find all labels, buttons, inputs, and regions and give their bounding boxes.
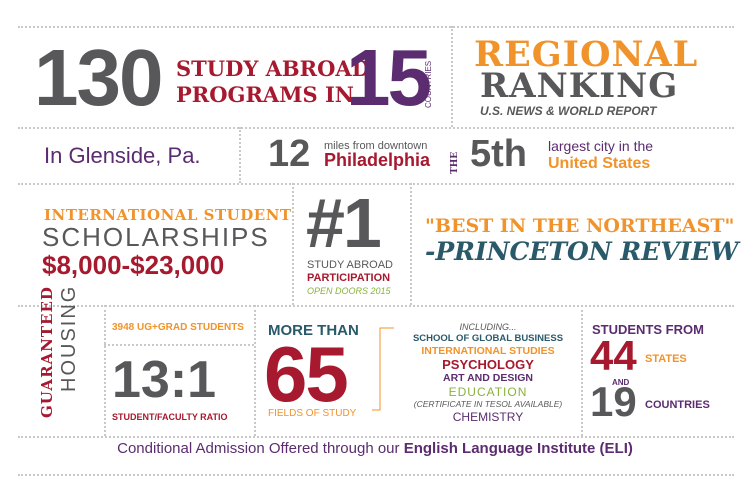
fields-list: INCLUDING... SCHOOL OF GLOBAL BUSINESS I… (398, 322, 578, 425)
scholar-line-1: INTERNATIONAL STUDENT (44, 206, 292, 224)
divider-bottom (18, 474, 734, 476)
students-count: 3948 UG+GRAD STUDENTS (112, 322, 244, 333)
footer-link-text: English Language Institute (ELI) (403, 440, 633, 457)
ranking-line-2: RANKING (480, 66, 679, 106)
scholar-amount: $8,000-$23,000 (42, 250, 225, 280)
fields-label: FIELDS OF STUDY (268, 408, 357, 419)
ranking-line-1: REGIONAL (474, 34, 699, 75)
divider-row4 (18, 436, 734, 438)
field-item: INTERNATIONAL STUDIES (421, 345, 555, 357)
location-text: In Glenside, Pa. (44, 143, 201, 168)
states-label: STATES (645, 353, 687, 365)
countries-count-2: 19 (590, 378, 637, 425)
participation-line-1: STUDY ABROAD (307, 259, 393, 271)
housing-line-1: GUARANTEED (38, 286, 56, 418)
bracket-connector (372, 327, 394, 411)
ranking-source: U.S. NEWS & WORLD REPORT (480, 104, 657, 118)
divider-v-row4a (104, 305, 106, 436)
divider-v-row3a (292, 183, 294, 305)
footer-line: Conditional Admission Offered through ou… (0, 440, 750, 457)
divider-top (18, 26, 734, 28)
city-name: Philadelphia (324, 150, 431, 170)
participation-line-2: PARTICIPATION (307, 272, 391, 284)
programs-label-2: PROGRAMS IN (176, 82, 354, 107)
participation-source: OPEN DOORS 2015 (307, 286, 391, 296)
country-name: United States (548, 155, 651, 172)
field-item: SCHOOL OF GLOBAL BUSINESS (412, 333, 564, 344)
divider-v-row1 (451, 26, 453, 127)
students-from-label: STUDENTS FROM (592, 322, 704, 337)
ratio-number: 13:1 (112, 351, 217, 409)
ratio-label: STUDENT/FACULTY RATIO (112, 412, 228, 422)
rank-number: 5th (470, 133, 527, 175)
miles-number: 12 (268, 133, 311, 175)
miles-text: miles from downtown (324, 140, 428, 152)
divider-v-row3b (410, 183, 412, 305)
housing-line-2: HOUSING (58, 284, 80, 392)
including-label: INCLUDING... (459, 322, 517, 332)
divider-row3 (18, 305, 734, 307)
quote-text: "BEST IN THE NORTHEAST" (425, 215, 735, 237)
field-item: (CERTIFICATE IN TESOL AVAILABLE) (413, 399, 563, 409)
scholar-line-2: SCHOLARSHIPS (42, 222, 270, 252)
countries-count: 15 (346, 33, 432, 122)
field-item: ART AND DESIGN (442, 372, 534, 384)
footer-text: Conditional Admission Offered through ou… (117, 440, 400, 457)
divider-v-row2 (239, 127, 241, 183)
programs-count: 130 (34, 33, 163, 122)
states-count: 44 (590, 332, 637, 379)
programs-label-1: STUDY ABROAD (176, 56, 370, 81)
more-than-label: MORE THAN (268, 322, 359, 339)
and-label: AND (612, 378, 630, 387)
the-label: THE (450, 151, 460, 174)
countries-label: COUNTRIES (424, 60, 433, 108)
field-item: CHEMISTRY (452, 410, 524, 424)
countries-label-2: COUNTRIES (645, 399, 710, 411)
divider-v-row4c (581, 305, 583, 436)
participation-rank: #1 (306, 184, 382, 262)
rank-text: largest city in the (548, 138, 654, 154)
fields-count: 65 (264, 330, 349, 418)
divider-housing-inner (104, 344, 254, 346)
field-item: PSYCHOLOGY (442, 357, 534, 372)
divider-row1 (18, 127, 734, 129)
quote-source: -PRINCETON REVIEW (425, 237, 739, 266)
divider-row2 (18, 183, 734, 185)
divider-v-row4b (254, 305, 256, 436)
field-item: EDUCATION (448, 385, 528, 399)
